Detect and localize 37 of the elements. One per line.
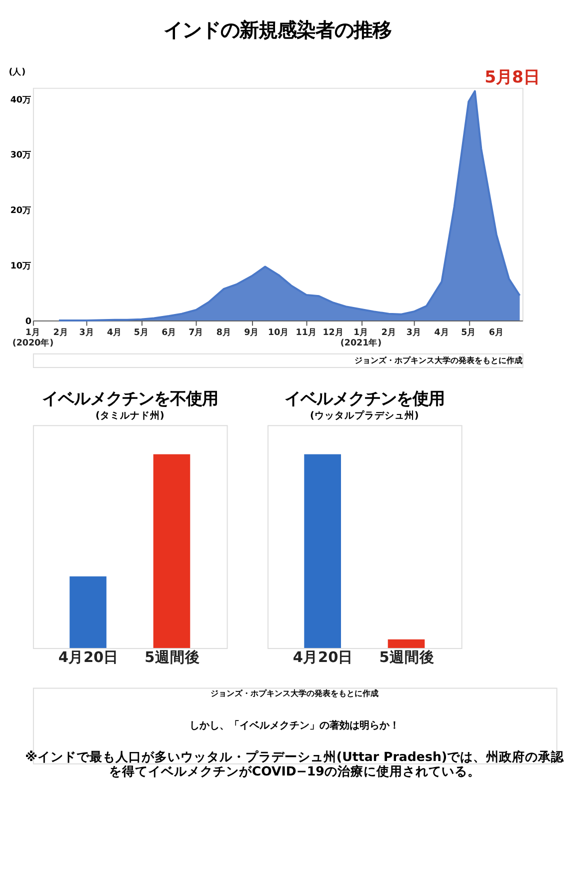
x-tick-label: 8月: [216, 326, 232, 338]
y-tick-label: 10万: [10, 261, 32, 272]
x-tick-label: 7月: [188, 326, 204, 338]
y-tick-label: 30万: [10, 150, 32, 161]
y-tick-label: 40万: [10, 95, 32, 106]
x-tick-label: 12月: [322, 326, 344, 338]
x-tick-label: 4月20日: [58, 650, 119, 666]
chart-title: イベルメクチンを使用: [284, 388, 444, 408]
y-axis-title: (人): [8, 66, 26, 78]
x-tick-label: 5月: [461, 326, 476, 338]
x-tick-label: 4月20日: [292, 650, 354, 666]
chart-title: インドの新規感染者の推移: [164, 18, 392, 42]
text: ※インドで最も人口が多いウッタル・プラデーシュ州(Uttar Pradesh)では、州政府の承認を得てイベルメクチンがCOVID−19の治療に使用されている。: [25, 748, 566, 778]
x-tick-label: 11月: [296, 326, 317, 338]
x-tick-label: 10月: [268, 326, 290, 338]
text: しかし、「イベルメクチン」の著効は明らか！: [190, 719, 400, 732]
text: ジョンズ・ホプキンス大学の発表をもとに作成: [354, 356, 522, 366]
x-tick-label: 5週間後: [379, 649, 434, 666]
chart-title: イベルメクチンを不使用: [42, 388, 218, 408]
y-tick-label: 20万: [10, 206, 32, 216]
x-tick-label: 6月: [488, 326, 504, 338]
x-tick-label: 3月: [79, 326, 94, 338]
chart-subtitle: (タミルナド州): [95, 409, 164, 422]
y-tick-label: 0: [25, 316, 32, 327]
x-tick-label: 9月: [244, 326, 260, 338]
x-tick-label: 3月: [406, 326, 422, 338]
chart-subtitle: (ウッタルプラデシュ州): [310, 409, 419, 422]
x-tick-label: 1月 (2020年): [12, 326, 54, 349]
x-tick-label: 2月: [53, 326, 68, 338]
x-tick-label: 5月: [134, 326, 149, 338]
x-tick-label: 4月: [434, 326, 450, 338]
x-tick-label: 4月: [106, 326, 122, 338]
x-tick-label: 6月: [162, 326, 177, 338]
x-tick-label: 5週間後: [144, 649, 200, 666]
annotation: 5月8日: [484, 67, 540, 86]
text: ジョンズ・ホプキンス大学の発表をもとに作成: [210, 689, 379, 698]
x-tick-label: 2月: [381, 326, 396, 338]
